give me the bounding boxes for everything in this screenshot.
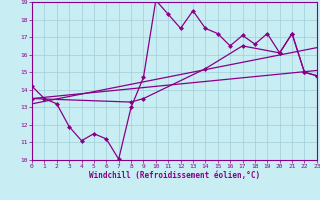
X-axis label: Windchill (Refroidissement éolien,°C): Windchill (Refroidissement éolien,°C): [89, 171, 260, 180]
